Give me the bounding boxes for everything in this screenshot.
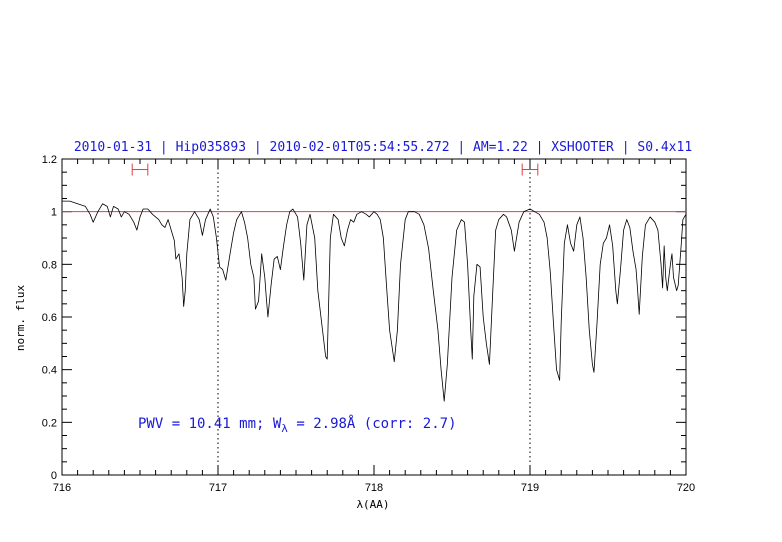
y-tick-label: 1 (51, 207, 57, 219)
pwv-annotation: PWV = 10.41 mm; Wλ = 2.98Å (corr: 2.7) (138, 415, 457, 435)
y-tick-label: 0.2 (42, 417, 57, 429)
y-tick-label: 0.8 (42, 259, 57, 271)
spectrum-line (62, 200, 687, 402)
y-tick-label: 1.2 (42, 154, 57, 166)
plot-area: 716 717 718 719 720 0 0.2 0.4 0.6 0.8 1 1.2 (42, 154, 695, 494)
y-axis-label: norm. flux (14, 285, 27, 352)
annotation-suffix: = 2.98Å (corr: 2.7) (288, 415, 457, 432)
x-tick-label: 717 (209, 482, 227, 494)
x-tick-label: 719 (521, 482, 539, 494)
annotation-prefix: PWV = 10.41 mm; W (138, 416, 282, 432)
x-tick-label: 716 (53, 482, 71, 494)
y-tick-label: 0.4 (42, 365, 57, 377)
chart-title: 2010-01-31 | Hip035893 | 2010-02-01T05:5… (74, 140, 692, 155)
x-tick-label: 718 (365, 482, 383, 494)
annotation-subscript: λ (281, 422, 288, 435)
y-tick-label: 0.6 (42, 312, 57, 324)
x-axis-label: λ(AA) (356, 498, 389, 511)
x-tick-label: 720 (677, 482, 695, 494)
y-tick-label: 0 (51, 470, 57, 482)
